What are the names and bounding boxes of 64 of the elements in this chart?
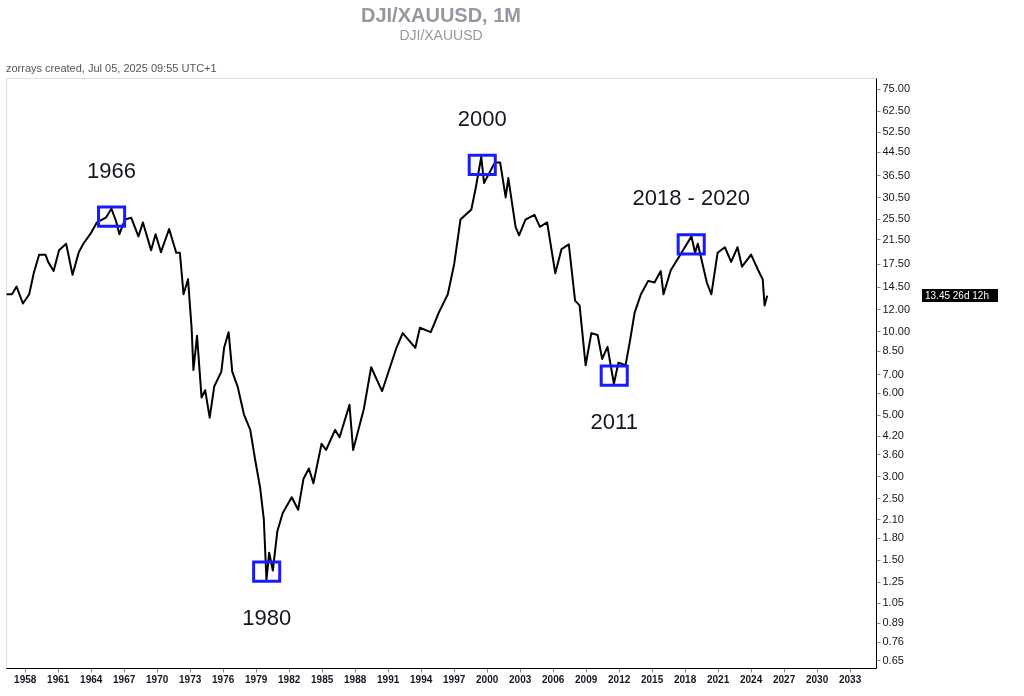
y-tick-label: 5.00 xyxy=(882,408,904,421)
y-tick-label: 0.65 xyxy=(882,653,904,666)
x-tick-label: 2000 xyxy=(476,673,499,685)
y-tick-label: 3.60 xyxy=(882,447,904,460)
y-tick-label: 62.50 xyxy=(882,104,911,117)
annotation: 1980 xyxy=(242,604,292,630)
x-tick-label: 1991 xyxy=(377,673,400,685)
x-tick-label: 1976 xyxy=(212,673,235,685)
text: zorrays created, Jul 05, 2025 09:55 UTC+1 xyxy=(6,62,217,74)
y-tick-label: 2.50 xyxy=(882,491,904,504)
x-tick-label: 2018 xyxy=(674,673,697,685)
chart-subtitle: DJI/XAUUSD xyxy=(399,27,483,43)
y-tick-label: 1.80 xyxy=(882,531,904,544)
y-tick-label: 12.00 xyxy=(882,302,911,315)
y-tick-label: 6.00 xyxy=(882,386,904,399)
y-tick-label: 30.50 xyxy=(882,190,911,203)
x-tick-label: 1982 xyxy=(278,673,301,685)
x-tick-label: 1973 xyxy=(179,673,202,685)
y-tick-label: 0.89 xyxy=(882,616,904,629)
x-tick-label: 1994 xyxy=(410,673,433,685)
x-tick-label: 1970 xyxy=(146,673,169,685)
y-tick-label: 3.00 xyxy=(882,469,904,482)
y-tick-label: 36.50 xyxy=(882,168,911,181)
x-tick-label: 1997 xyxy=(443,673,466,685)
y-tick-label: 1.25 xyxy=(882,575,904,588)
x-tick-label: 1964 xyxy=(80,673,103,685)
y-tick-label: 10.00 xyxy=(882,324,911,337)
y-tick-label: 21.50 xyxy=(882,232,911,245)
y-tick-label: 75.00 xyxy=(882,82,911,95)
annotation: 2000 xyxy=(457,105,507,131)
y-tick-label: 17.50 xyxy=(882,257,911,270)
x-tick-label: 2033 xyxy=(838,673,862,685)
y-tick-label: 1.50 xyxy=(882,553,904,566)
annotation: 2018 - 2020 xyxy=(632,185,750,211)
x-tick-label: 1958 xyxy=(14,673,37,685)
y-tick-label: 25.50 xyxy=(882,212,911,225)
y-tick-label: 8.50 xyxy=(882,344,904,357)
y-tick-label: 1.05 xyxy=(882,596,904,609)
chart-title: DJI/XAUUSD, 1M xyxy=(360,4,522,26)
y-tick-label: 52.50 xyxy=(882,125,911,138)
x-tick-label: 1985 xyxy=(311,673,334,685)
y-tick-label: 7.00 xyxy=(882,367,904,380)
x-tick-label: 1979 xyxy=(245,673,268,685)
x-tick-label: 2012 xyxy=(608,673,631,685)
y-tick-label: 0.76 xyxy=(882,635,904,648)
y-tick-label: 2.10 xyxy=(882,512,904,525)
y-tick-label: 14.50 xyxy=(882,280,911,293)
x-tick-label: 1967 xyxy=(113,673,136,685)
x-tick-label: 2024 xyxy=(739,673,763,685)
x-tick-label: 2015 xyxy=(641,673,664,685)
x-tick-label: 2027 xyxy=(772,673,796,685)
text: 13.45 26d 12h xyxy=(925,289,989,301)
x-tick-label: 2006 xyxy=(542,673,565,685)
x-tick-label: 2030 xyxy=(805,673,829,685)
y-tick-label: 44.50 xyxy=(882,145,911,158)
annotation: 2011 xyxy=(590,408,638,434)
x-tick-label: 1961 xyxy=(47,673,70,685)
x-tick-label: 2003 xyxy=(509,673,532,685)
x-tick-label: 2021 xyxy=(706,673,730,685)
annotation: 1966 xyxy=(87,157,137,183)
y-tick-label: 4.20 xyxy=(882,429,904,442)
x-tick-label: 1988 xyxy=(344,673,367,685)
line-series xyxy=(6,155,769,581)
x-tick-label: 2009 xyxy=(575,673,598,685)
